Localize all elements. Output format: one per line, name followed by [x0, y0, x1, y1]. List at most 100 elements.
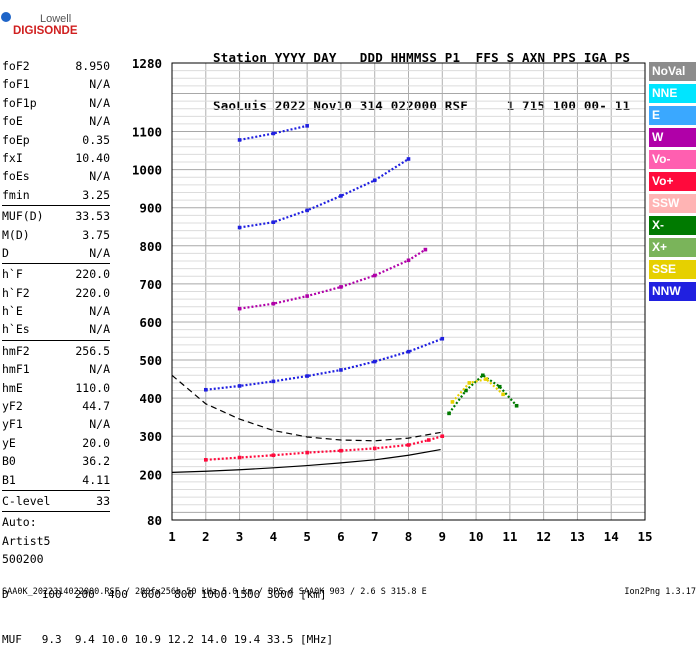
echo-trace [205, 337, 443, 391]
echo-point [372, 359, 377, 364]
param-row: h`F2 220.0 [2, 284, 110, 302]
y-tick-label: 900 [139, 201, 162, 216]
x-tick-label: 14 [604, 529, 619, 544]
param-row: yF1 N/A [2, 415, 110, 433]
x-tick-label: 7 [371, 529, 379, 544]
param-divider [2, 263, 110, 265]
param-row: foEp 0.35 [2, 131, 110, 149]
model-curve-dashed [171, 374, 441, 442]
param-value: N/A [89, 114, 110, 129]
x-tick-label: 1 [168, 529, 176, 544]
param-value: N/A [89, 417, 110, 432]
param-name: h`Es [2, 322, 30, 337]
legend-entry: SSW [649, 194, 696, 213]
param-name: M(D) [2, 227, 30, 242]
param-value: 20.0 [82, 435, 110, 450]
param-row: foF2 8.950 [2, 57, 110, 75]
legend-entry: NNW [649, 282, 696, 301]
param-value: 33 [96, 493, 110, 508]
param-name: B1 [2, 472, 16, 487]
legend-entry: NoVal [649, 62, 696, 81]
y-tick-label: 600 [139, 315, 162, 330]
x-tick-label: 6 [337, 529, 345, 544]
plot-frame [171, 62, 646, 521]
param-value: N/A [89, 77, 110, 92]
legend-entry: X+ [649, 238, 696, 257]
param-value: 44.7 [82, 399, 110, 414]
param-value: N/A [89, 304, 110, 319]
param-value: 220.0 [75, 285, 110, 300]
echo-trace [239, 158, 410, 229]
lowell-digisonde-logo: Lowell DIGISONDE [1, 12, 78, 37]
echo-point [497, 384, 502, 389]
header-row-labels: Station YYYY DAY DDD HHMMSS P1 FFS S AXN… [213, 50, 631, 65]
param-name: fxI [2, 150, 23, 165]
param-row: fmin 3.25 [2, 186, 110, 204]
param-name: C-level [2, 493, 51, 508]
echo-trace [239, 248, 426, 310]
param-name: hmF1 [2, 362, 30, 377]
param-row: foF1p N/A [2, 94, 110, 112]
y-tick-label: 800 [139, 239, 162, 254]
param-row: hmE 110.0 [2, 379, 110, 397]
param-name: hmF2 [2, 343, 30, 358]
polarization-legend: NoVal NNE E W Vo- Vo+ SSW X- X+ SSE NNW [649, 62, 696, 304]
echo-trace [239, 124, 308, 142]
param-divider [2, 511, 110, 513]
param-value: N/A [89, 95, 110, 110]
param-name: h`E [2, 304, 23, 319]
param-row: foEs N/A [2, 167, 110, 185]
echo-trace [451, 377, 504, 403]
legend-entry: Vo+ [649, 172, 696, 191]
software-version: Ion2Png 1.3.17 [624, 587, 696, 597]
legend-entry: X- [649, 216, 696, 235]
y-tick-label: 400 [139, 391, 162, 406]
echo-point [481, 373, 485, 378]
param-value: 256.5 [75, 343, 110, 358]
y-tick-label: 1000 [132, 163, 162, 178]
header-row-values: SaoLuis 2022 Nov10 314 022000 RSF 1 715 … [213, 98, 631, 113]
echo-point [271, 301, 276, 306]
echo-point [440, 434, 445, 439]
param-value: N/A [89, 245, 110, 260]
param-row: hmF1 N/A [2, 360, 110, 378]
param-value: 220.0 [75, 267, 110, 282]
echo-point [271, 220, 276, 224]
x-tick-label: 8 [405, 529, 413, 544]
param-row: foE N/A [2, 112, 110, 130]
param-row: B0 36.2 [2, 452, 110, 470]
param-name: h`F [2, 267, 23, 282]
echo-point [271, 131, 276, 136]
x-tick-label: 10 [469, 529, 484, 544]
echo-point [406, 349, 411, 354]
logo-line2: DIGISONDE [13, 25, 78, 37]
param-row: fxI 10.40 [2, 149, 110, 167]
x-tick-label: 4 [270, 529, 278, 544]
param-divider [2, 339, 110, 341]
param-name: MUF(D) [2, 209, 44, 224]
legend-entry: E [649, 106, 696, 125]
echo-point [447, 411, 451, 416]
x-tick-label: 12 [536, 529, 551, 544]
x-tick-label: 13 [570, 529, 585, 544]
param-value: 3.75 [82, 227, 110, 242]
echo-point [305, 374, 309, 378]
param-name: B0 [2, 454, 16, 469]
param-row: D N/A [2, 244, 110, 262]
echo-point [406, 157, 411, 161]
param-value: 8.950 [75, 59, 110, 73]
param-value: 110.0 [75, 380, 110, 395]
param-row: C-level 33 [2, 492, 110, 510]
echo-point [406, 443, 411, 447]
param-value: 4.11 [82, 472, 110, 487]
x-tick-label: 11 [502, 529, 517, 544]
param-row: B1 4.11 [2, 471, 110, 489]
y-tick-label: 1100 [132, 125, 162, 140]
param-value: 10.40 [75, 150, 110, 165]
echo-point [372, 273, 377, 278]
x-tick-label: 9 [439, 529, 447, 544]
x-tick-label: 2 [202, 529, 210, 544]
autoscaling-line1: Auto: [2, 515, 37, 530]
y-tick-label: 1280 [132, 56, 162, 71]
param-row: yE 20.0 [2, 434, 110, 452]
